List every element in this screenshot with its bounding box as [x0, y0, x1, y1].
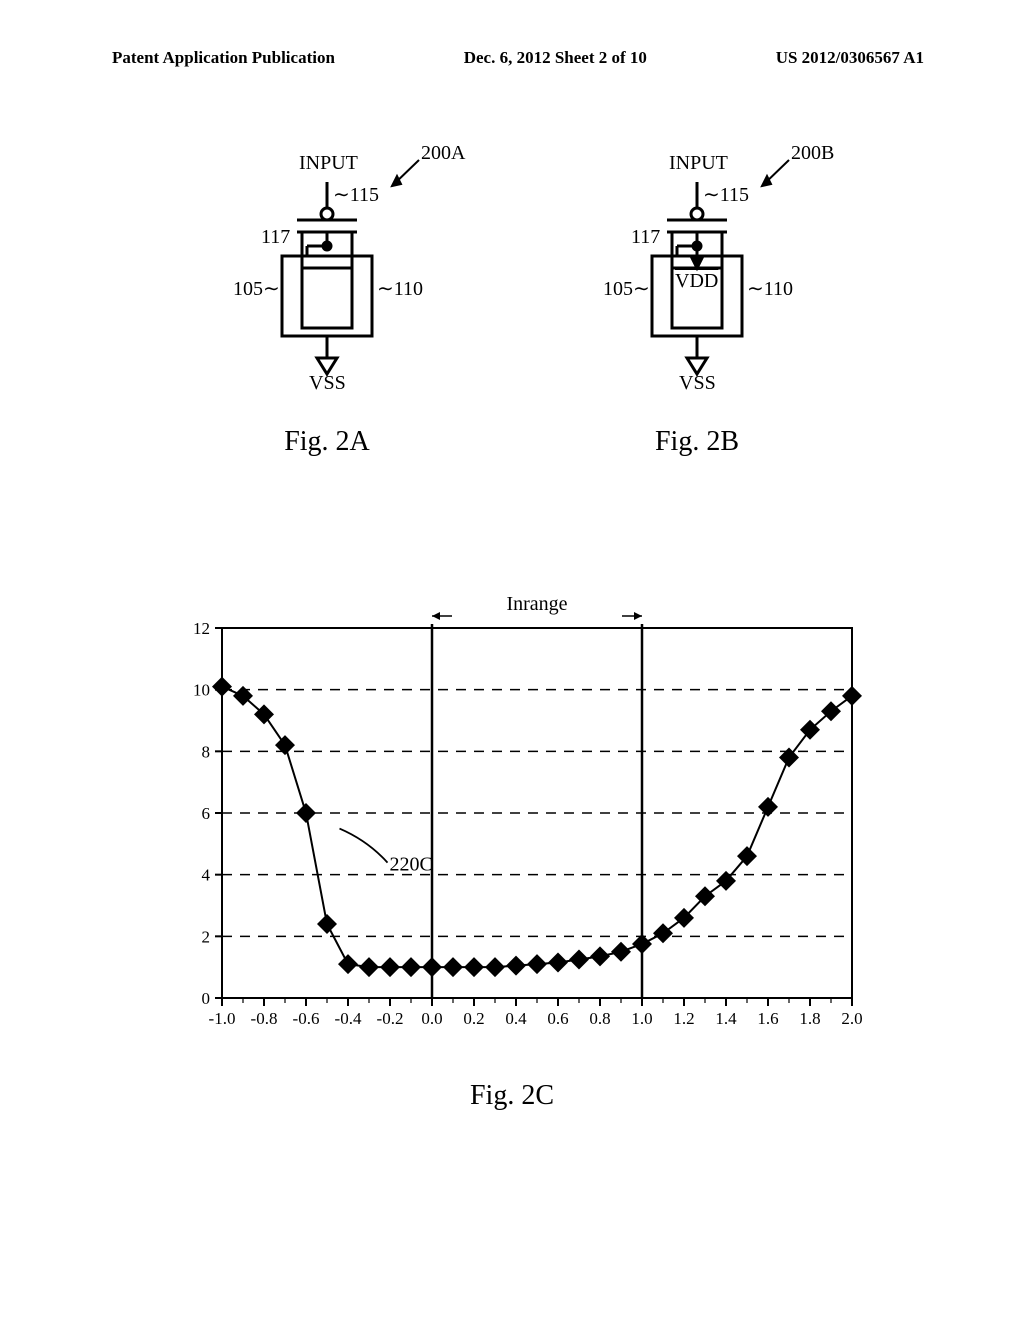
- circuit-a-right-ref: ∼110: [377, 276, 423, 301]
- svg-text:-0.4: -0.4: [335, 1009, 362, 1028]
- circuit-b-vss: VSS: [679, 372, 716, 395]
- circuit-b-body-ref: 117: [631, 226, 660, 249]
- svg-text:-0.2: -0.2: [377, 1009, 404, 1028]
- fig-2b-caption: Fig. 2B: [557, 426, 837, 458]
- fig-2a-caption: Fig. 2A: [187, 426, 467, 458]
- svg-text:1.8: 1.8: [799, 1009, 820, 1028]
- circuit-2a-svg: [187, 148, 467, 408]
- svg-text:1.2: 1.2: [673, 1009, 694, 1028]
- svg-text:-1.0: -1.0: [209, 1009, 236, 1028]
- svg-text:0.0: 0.0: [421, 1009, 442, 1028]
- svg-text:0.6: 0.6: [547, 1009, 568, 1028]
- circuits-row: INPUT 200A ∼115 117 105∼ ∼110 VSS Fig. 2…: [40, 148, 984, 458]
- header-right: US 2012/0306567 A1: [776, 48, 924, 68]
- svg-text:-0.8: -0.8: [251, 1009, 278, 1028]
- circuit-2b: INPUT 200B ∼115 117 105∼ ∼110 VDD VSS Fi…: [557, 148, 837, 458]
- chart-2c-svg: Inrange 0 2 4 6 8 10 12 -1.0 -0.8 -0.6 -0.4 -0.2 0.0 0…: [152, 588, 872, 1048]
- svg-text:4: 4: [202, 866, 211, 885]
- svg-text:1.0: 1.0: [631, 1009, 652, 1028]
- circuit-b-left-ref: 105∼: [603, 276, 650, 301]
- svg-text:Inrange: Inrange: [506, 593, 567, 615]
- circuit-b-ref: 200B: [791, 142, 834, 165]
- svg-text:10: 10: [193, 681, 210, 700]
- circuit-a-input-ref: ∼115: [333, 182, 379, 207]
- svg-text:0.8: 0.8: [589, 1009, 610, 1028]
- svg-text:1.4: 1.4: [715, 1009, 737, 1028]
- svg-text:0: 0: [202, 989, 211, 1008]
- circuit-a-body-ref: 117: [261, 226, 290, 249]
- svg-text:220C: 220C: [390, 854, 433, 876]
- circuit-a-ref: 200A: [421, 142, 465, 165]
- circuit-a-input-label: INPUT: [299, 152, 358, 175]
- svg-text:1.6: 1.6: [757, 1009, 778, 1028]
- header-left: Patent Application Publication: [112, 48, 335, 68]
- page-header: Patent Application Publication Dec. 6, 2…: [112, 48, 924, 68]
- svg-text:0.2: 0.2: [463, 1009, 484, 1028]
- circuit-b-input-label: INPUT: [669, 152, 728, 175]
- circuit-a-vss: VSS: [309, 372, 346, 395]
- svg-text:0.4: 0.4: [505, 1009, 527, 1028]
- svg-text:-0.6: -0.6: [293, 1009, 320, 1028]
- svg-text:8: 8: [202, 742, 211, 761]
- circuit-b-right-ref: ∼110: [747, 276, 793, 301]
- svg-text:2.0: 2.0: [841, 1009, 862, 1028]
- svg-text:6: 6: [202, 804, 211, 823]
- circuit-a-left-ref: 105∼: [233, 276, 280, 301]
- chart-2c: Inrange 0 2 4 6 8 10 12 -1.0 -0.8 -0.6 -0.4 -0.2 0.0 0…: [152, 588, 872, 1068]
- svg-text:12: 12: [193, 619, 210, 638]
- svg-text:2: 2: [202, 927, 211, 946]
- circuit-2a: INPUT 200A ∼115 117 105∼ ∼110 VSS Fig. 2…: [187, 148, 467, 458]
- circuit-b-vdd: VDD: [675, 270, 718, 293]
- header-middle: Dec. 6, 2012 Sheet 2 of 10: [464, 48, 647, 68]
- fig-2c-caption: Fig. 2C: [40, 1080, 984, 1112]
- circuit-b-input-ref: ∼115: [703, 182, 749, 207]
